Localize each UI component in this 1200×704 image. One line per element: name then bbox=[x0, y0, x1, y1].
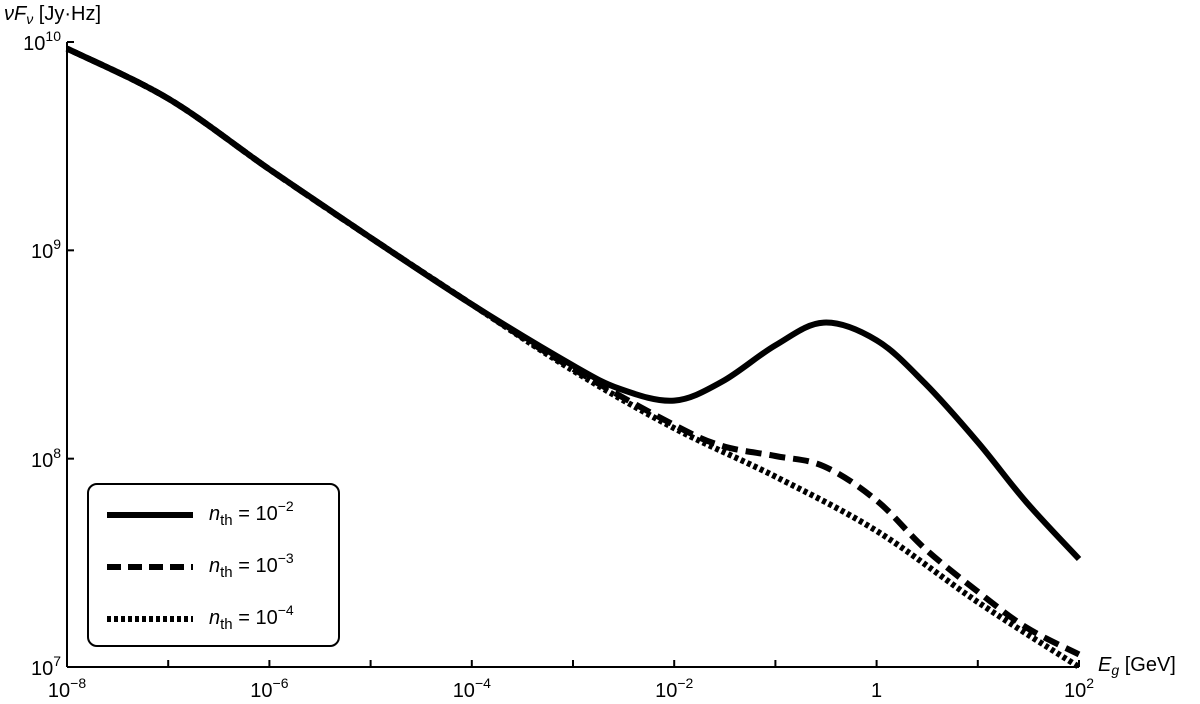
legend-label: nth = 10−2 bbox=[209, 498, 294, 529]
legend-swatch-dashed bbox=[107, 564, 193, 570]
legend-swatch-solid bbox=[107, 512, 193, 518]
legend-item: nth = 10−3 bbox=[89, 547, 338, 587]
x-tick-label: 10−4 bbox=[452, 675, 491, 702]
series-line-dotted bbox=[65, 45, 1081, 670]
legend: nth = 10−2 nth = 10−3 nth = 10−4 bbox=[87, 483, 340, 647]
x-tick-label: 10−8 bbox=[47, 675, 87, 702]
legend-item: nth = 10−4 bbox=[89, 599, 338, 639]
y-tick-label: 1010 bbox=[23, 28, 61, 55]
y-tick-label: 109 bbox=[30, 236, 61, 264]
y-tick-label: 107 bbox=[30, 653, 61, 680]
y-axis-label: νFν [Jy·Hz] bbox=[4, 3, 101, 27]
x-tick-label: 10−2 bbox=[655, 675, 694, 702]
x-axis-label: Eg [GeV] bbox=[1098, 654, 1176, 678]
x-tick-label: 1 bbox=[871, 680, 883, 702]
legend-item: nth = 10−2 bbox=[89, 495, 338, 535]
legend-swatch-dotted bbox=[107, 616, 193, 622]
y-tick-label: 108 bbox=[30, 444, 61, 472]
legend-label: nth = 10−3 bbox=[209, 550, 294, 581]
x-tick-label: 10−6 bbox=[250, 675, 289, 702]
legend-label: nth = 10−4 bbox=[209, 602, 294, 633]
x-tick-label: 102 bbox=[1063, 675, 1095, 702]
